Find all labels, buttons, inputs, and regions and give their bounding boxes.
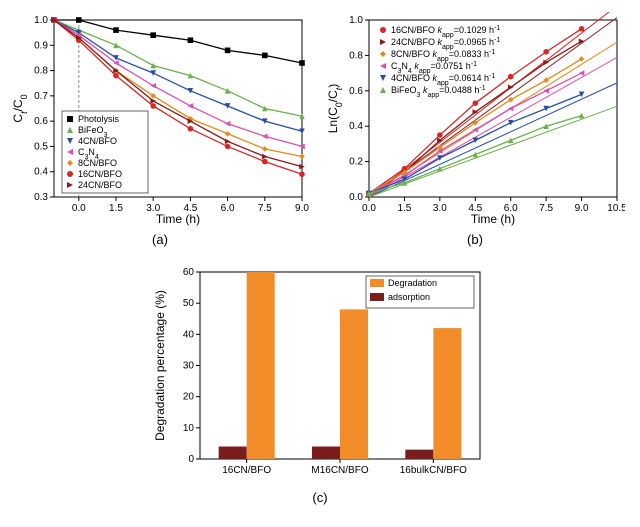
svg-text:7.5: 7.5 <box>258 203 272 214</box>
svg-text:16CN/BFO: 16CN/BFO <box>78 169 122 179</box>
svg-text:0.8: 0.8 <box>34 66 48 77</box>
svg-text:adsorption: adsorption <box>388 292 430 302</box>
svg-text:0.0: 0.0 <box>349 192 363 203</box>
svg-text:Ct/C0: Ct/C0 <box>11 94 29 122</box>
svg-text:1.0: 1.0 <box>34 15 48 26</box>
svg-text:10.5: 10.5 <box>607 203 625 214</box>
svg-text:Degradation: Degradation <box>388 278 437 288</box>
svg-text:0.4: 0.4 <box>34 167 48 178</box>
svg-text:0.0: 0.0 <box>72 203 86 214</box>
svg-text:60: 60 <box>183 267 195 278</box>
svg-text:0.7: 0.7 <box>34 91 48 102</box>
svg-text:0.6: 0.6 <box>349 86 363 97</box>
panel-a: 0.01.53.04.56.07.59.00.30.40.50.60.70.80… <box>10 12 310 227</box>
svg-text:16CN/BFO: 16CN/BFO <box>222 465 271 476</box>
svg-text:4CN/BFO: 4CN/BFO <box>78 136 117 146</box>
svg-text:8CN/BFO: 8CN/BFO <box>78 158 117 168</box>
svg-text:M16CN/BFO: M16CN/BFO <box>311 465 368 476</box>
svg-text:6.0: 6.0 <box>221 203 235 214</box>
svg-text:0.5: 0.5 <box>34 141 48 152</box>
panel-b-label: (b) <box>325 232 625 247</box>
svg-text:Time (h): Time (h) <box>471 212 515 226</box>
panel-c: 0 10 20 30 40 50 60 16CN/BFO M16CN/BFO 16bulkCN/B… <box>150 262 490 487</box>
svg-text:1.5: 1.5 <box>109 203 123 214</box>
panel-b: 0.01.53.04.56.07.59.010.50.00.20.40.60.8… <box>325 12 625 227</box>
panel-c-label: (c) <box>150 490 490 505</box>
chart-a-svg: 0.01.53.04.56.07.59.00.30.40.50.60.70.80… <box>10 12 310 227</box>
svg-text:24CN/BFO: 24CN/BFO <box>78 180 122 190</box>
svg-text:0.8: 0.8 <box>349 50 363 61</box>
svg-text:1.5: 1.5 <box>397 203 411 214</box>
svg-text:0.0: 0.0 <box>362 203 376 214</box>
chart-b-svg: 0.01.53.04.56.07.59.010.50.00.20.40.60.8… <box>325 12 625 227</box>
svg-text:20: 20 <box>183 392 195 403</box>
svg-text:0.4: 0.4 <box>349 121 363 132</box>
svg-text:7.5: 7.5 <box>539 203 553 214</box>
svg-text:0: 0 <box>188 454 194 465</box>
svg-text:0.3: 0.3 <box>34 192 48 203</box>
svg-text:1.0: 1.0 <box>349 15 363 26</box>
svg-text:50: 50 <box>183 298 195 309</box>
svg-text:30: 30 <box>183 361 195 372</box>
svg-text:0.6: 0.6 <box>34 116 48 127</box>
svg-text:9.0: 9.0 <box>295 203 309 214</box>
svg-text:Time (h): Time (h) <box>156 212 200 226</box>
svg-text:16bulkCN/BFO: 16bulkCN/BFO <box>400 465 467 476</box>
svg-text:40: 40 <box>183 329 195 340</box>
svg-text:3.0: 3.0 <box>433 203 447 214</box>
svg-text:0.2: 0.2 <box>349 157 363 168</box>
svg-text:Ln(C0/Ct): Ln(C0/Ct) <box>326 84 344 134</box>
svg-text:Photolysis: Photolysis <box>78 114 120 124</box>
svg-text:9.0: 9.0 <box>575 203 589 214</box>
chart-c-svg: 0 10 20 30 40 50 60 16CN/BFO M16CN/BFO 16bulkCN/B… <box>150 262 490 487</box>
panel-a-label: (a) <box>10 232 310 247</box>
svg-text:Degradation percentage (%): Degradation percentage (%) <box>153 290 167 441</box>
svg-text:0.9: 0.9 <box>34 40 48 51</box>
svg-text:10: 10 <box>183 423 195 434</box>
